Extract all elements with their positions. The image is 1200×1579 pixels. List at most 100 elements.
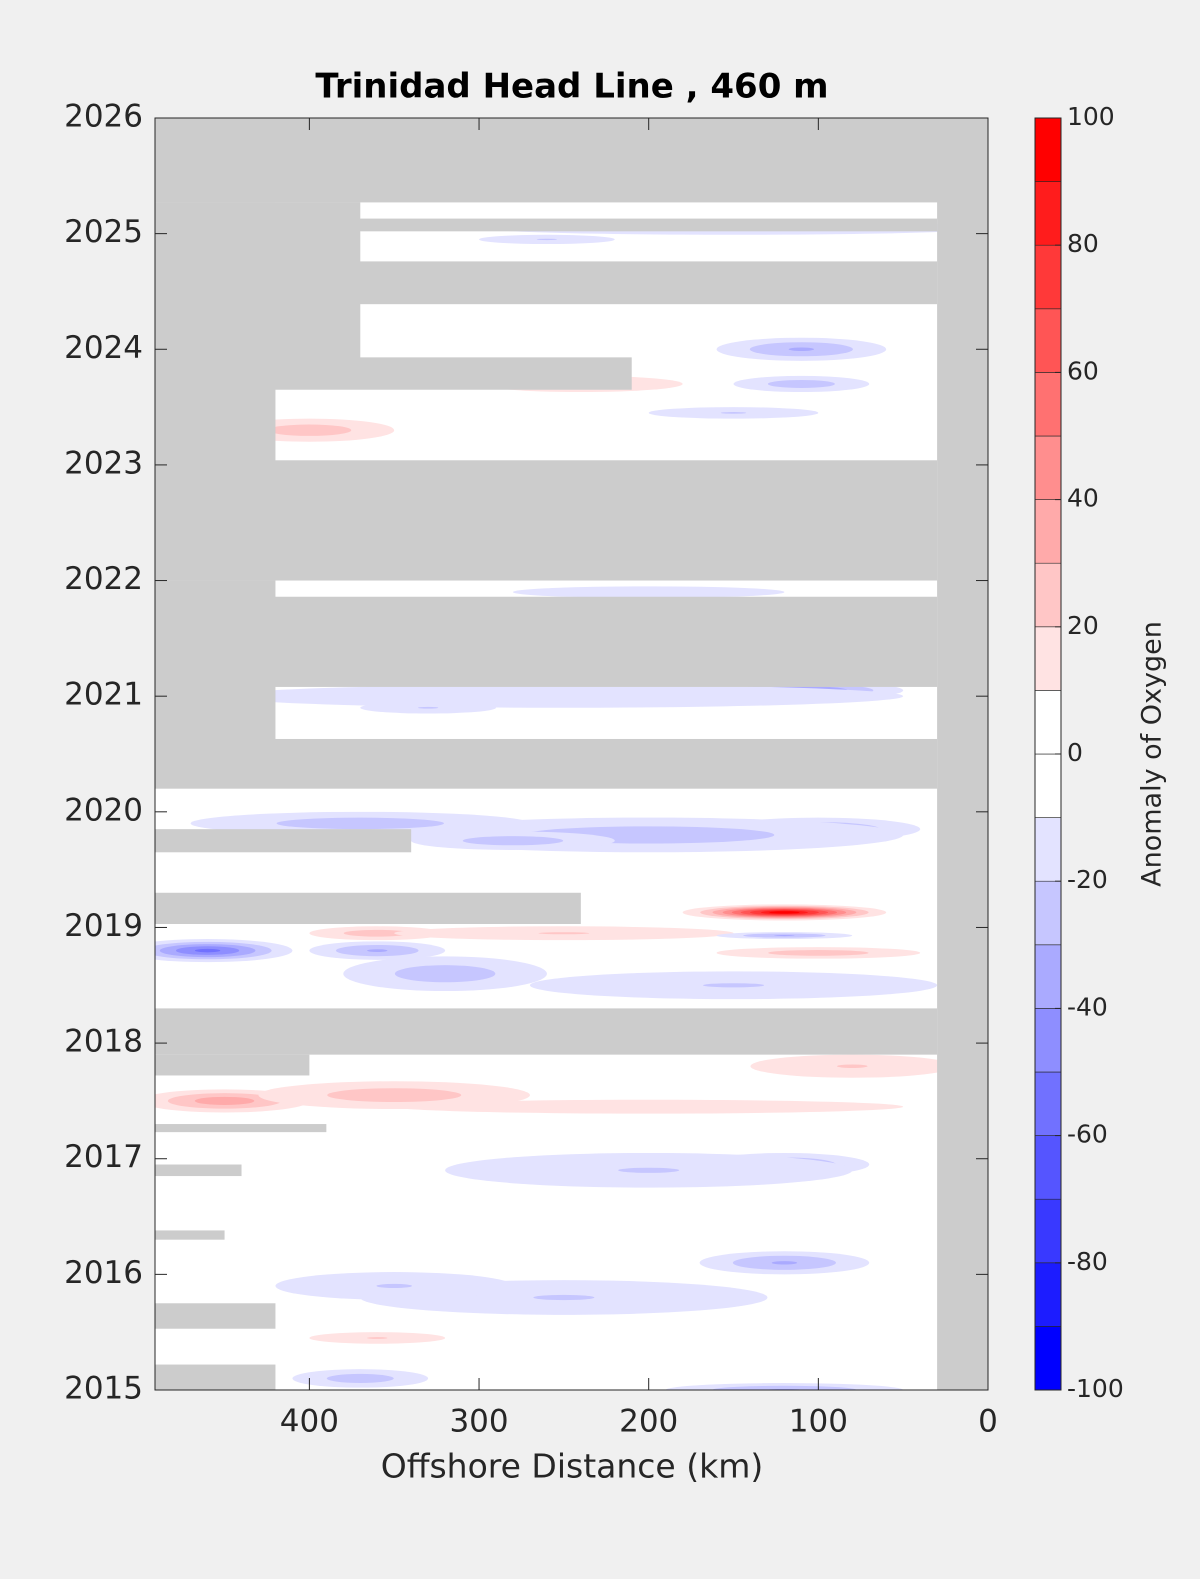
- x-tick-label: 400: [280, 1404, 339, 1440]
- colorbar-band: [1034, 1262, 1062, 1327]
- y-tick-label: 2026: [64, 99, 143, 135]
- anomaly-contour: [538, 932, 590, 935]
- anomaly-contour: [771, 1261, 798, 1265]
- plot-frame: [154, 117, 989, 1391]
- anomaly-contour: [618, 1167, 680, 1173]
- anomaly-contour: [194, 948, 221, 953]
- x-tick-label: 300: [449, 1404, 508, 1440]
- colorbar-tick-label: -100: [1067, 1374, 1124, 1403]
- colorbar-label: Anomaly of Oxygen: [1137, 621, 1168, 887]
- anomaly-contour: [343, 929, 411, 937]
- anomaly-contour: [536, 238, 558, 241]
- colorbar-band: [1034, 372, 1062, 437]
- y-tick-label: 2022: [64, 561, 143, 597]
- colorbar-tick-label: -40: [1067, 992, 1108, 1021]
- anomaly-contour: [194, 1096, 255, 1105]
- colorbar-band: [1034, 690, 1062, 755]
- x-tick-label: 0: [978, 1404, 998, 1440]
- colorbar-tick-label: -20: [1067, 865, 1108, 894]
- y-tick-label: 2023: [64, 445, 143, 481]
- anomaly-contour: [774, 935, 795, 937]
- colorbar-band: [1034, 117, 1062, 182]
- no-data-region: [155, 596, 938, 687]
- no-data-region: [155, 202, 276, 462]
- colorbar-band: [1034, 562, 1062, 628]
- anomaly-contour: [769, 911, 800, 914]
- anomaly-contour: [224, 684, 904, 708]
- no-data-region: [155, 892, 581, 924]
- no-data-region: [155, 1054, 310, 1076]
- no-data-region: [155, 1303, 276, 1329]
- colorbar-band: [1034, 499, 1062, 564]
- colorbar-band: [1034, 181, 1062, 246]
- no-data-region: [155, 357, 632, 390]
- anomaly-contour: [394, 1099, 904, 1114]
- y-tick-label: 2018: [64, 1024, 143, 1060]
- no-data-region: [155, 738, 938, 789]
- y-tick-label: 2021: [64, 677, 143, 713]
- colorbar-band: [1034, 880, 1062, 946]
- no-data-region: [155, 1124, 327, 1133]
- anomaly-contour: [533, 1294, 595, 1301]
- colorbar-tick-label: 100: [1067, 102, 1115, 131]
- no-data-region: [155, 460, 938, 581]
- colorbar-band: [1034, 308, 1062, 373]
- y-tick-label: 2020: [64, 792, 143, 828]
- colorbar-tick-label: -80: [1067, 1247, 1108, 1276]
- anomaly-contour: [367, 949, 388, 952]
- no-data-region: [155, 1164, 242, 1177]
- no-data-region: [155, 1230, 225, 1240]
- no-data-region: [155, 118, 988, 203]
- anomaly-contour: [837, 1064, 868, 1068]
- anomaly-contour: [712, 1385, 857, 1390]
- colorbar-band: [1034, 753, 1062, 818]
- anomaly-contour: [788, 347, 815, 352]
- colorbar-tick-label: -60: [1067, 1120, 1108, 1149]
- colorbar-tick-label: 0: [1067, 738, 1083, 767]
- no-data-region: [937, 118, 988, 1390]
- anomaly-contour: [327, 1088, 462, 1102]
- colorbar-band: [1034, 1198, 1062, 1264]
- anomaly-contour: [367, 1337, 388, 1339]
- x-tick-label: 100: [789, 1404, 848, 1440]
- anomaly-contour: [276, 817, 445, 830]
- x-tick-label: 200: [619, 1404, 678, 1440]
- y-tick-label: 2015: [64, 1371, 143, 1407]
- anomaly-contour: [512, 586, 785, 598]
- anomaly-contour: [767, 379, 835, 388]
- no-data-region: [155, 580, 276, 743]
- no-data-region: [155, 1008, 938, 1055]
- y-tick-label: 2025: [64, 214, 143, 250]
- colorbar-band: [1034, 944, 1062, 1009]
- y-tick-label: 2024: [64, 330, 143, 366]
- no-data-region: [155, 1364, 276, 1390]
- y-tick-label: 2016: [64, 1255, 143, 1291]
- chart-title: Trinidad Head Line , 460 m: [315, 67, 828, 107]
- anomaly-contour: [376, 1283, 413, 1289]
- anomaly-contour: [417, 706, 439, 709]
- anomaly-contour: [462, 836, 564, 846]
- y-tick-label: 2019: [64, 908, 143, 944]
- colorbar-band: [1034, 1008, 1062, 1073]
- plot-area: [155, 118, 988, 1390]
- colorbar-tick-label: 60: [1067, 356, 1099, 385]
- colorbar-band: [1034, 817, 1062, 882]
- anomaly-contour: [326, 1373, 394, 1384]
- colorbar-band: [1034, 1326, 1062, 1391]
- colorbar-band: [1034, 626, 1062, 691]
- no-data-region: [155, 829, 412, 853]
- colorbar-band: [1034, 244, 1062, 310]
- colorbar-band: [1034, 435, 1062, 500]
- colorbar-tick-label: 80: [1067, 229, 1099, 258]
- axes: 2015 2016 2017 2018 2019 2020 2021 2022 2023 2024…: [64, 99, 1124, 1440]
- x-axis-label: Offshore Distance (km): [381, 1447, 763, 1486]
- anomaly-contour: [267, 424, 352, 436]
- anomaly-contour: [720, 412, 747, 414]
- anomaly-contour: [394, 965, 496, 983]
- colorbar-band: [1034, 1135, 1062, 1200]
- colorbar-tick-label: 40: [1067, 484, 1099, 513]
- anomaly-contour: [768, 950, 869, 956]
- anomaly-contour: [702, 983, 765, 988]
